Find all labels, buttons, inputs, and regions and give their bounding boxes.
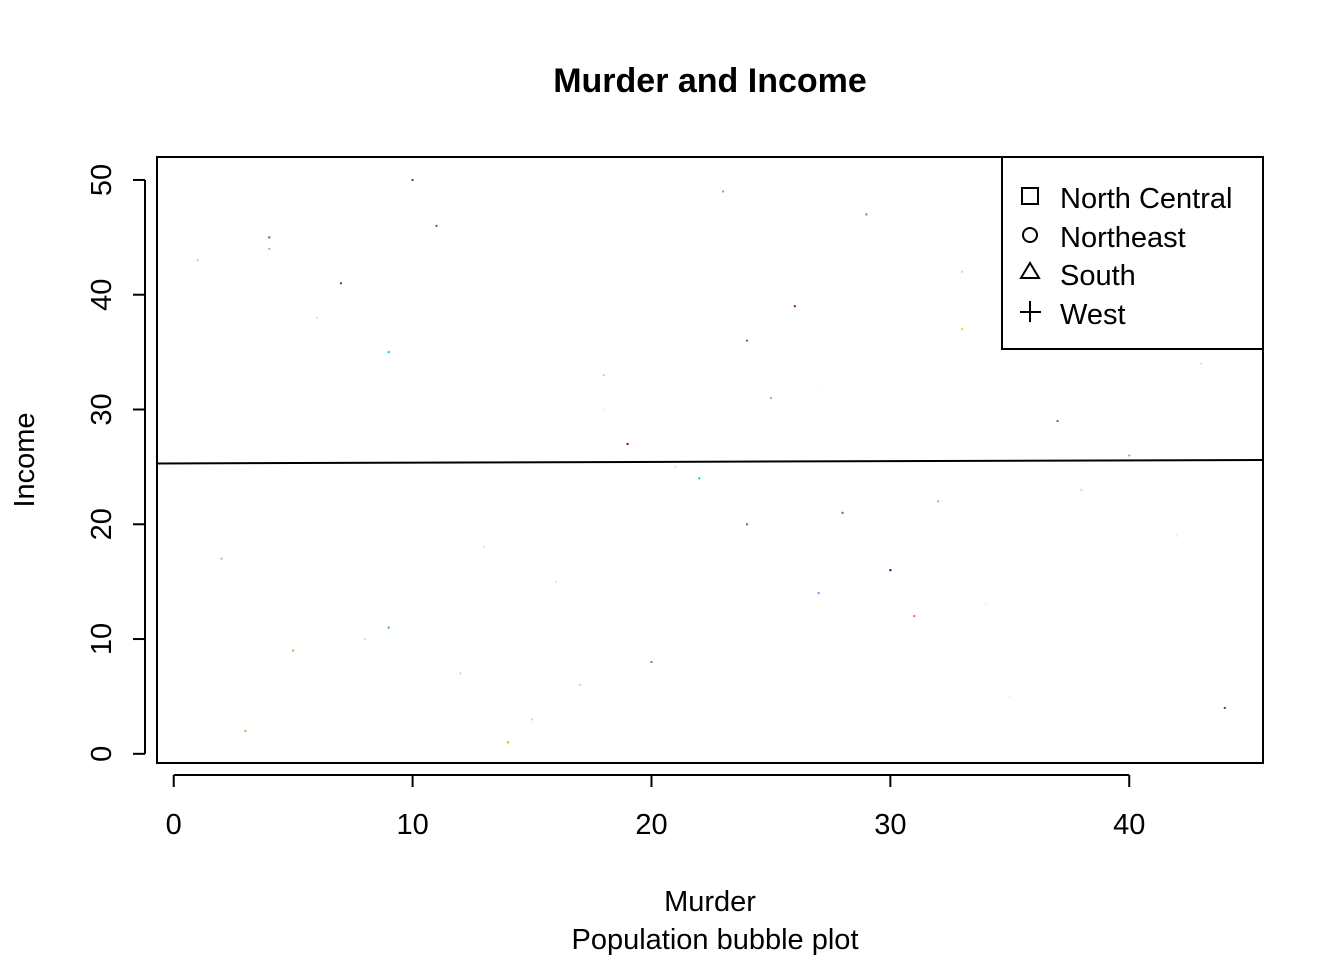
y-tick-label: 50: [86, 164, 118, 196]
y-tick-label: 10: [86, 623, 118, 655]
x-axis: 0 10 20 30 40: [166, 774, 1145, 841]
y-tick-label: 40: [86, 279, 118, 311]
data-point: [387, 626, 390, 629]
data-point: [1080, 488, 1083, 491]
legend-label-northeast: Northeast: [1060, 222, 1186, 254]
legend: North Central Northeast South West: [1001, 156, 1264, 350]
data-point: [363, 638, 366, 641]
legend-box: [1001, 156, 1264, 350]
chart-title: Murder and Income: [553, 62, 867, 100]
y-tick-label: 20: [86, 508, 118, 540]
data-point: [650, 661, 653, 663]
data-point: [1056, 419, 1059, 422]
data-point: [937, 500, 940, 503]
points-layer: [196, 178, 1226, 744]
data-point: [746, 523, 749, 526]
legend-label-south: South: [1060, 260, 1136, 292]
x-tick-label: 20: [635, 809, 667, 841]
data-point: [196, 259, 199, 262]
data-point: [889, 569, 892, 572]
data-point: [578, 683, 581, 686]
data-point: [865, 213, 868, 216]
data-point: [602, 374, 605, 377]
data-point: [1008, 695, 1011, 698]
data-point: [1104, 431, 1107, 434]
data-point: [507, 741, 510, 744]
data-point: [626, 442, 629, 445]
triangle-icon: [1019, 261, 1041, 279]
data-point: [746, 339, 749, 342]
y-axis-label: Income: [9, 412, 41, 507]
data-point: [984, 603, 987, 606]
data-point: [268, 247, 271, 250]
data-point: [316, 316, 319, 319]
y-tick-label: 0: [86, 746, 118, 762]
plus-icon: [1020, 301, 1041, 322]
data-point: [817, 592, 820, 595]
data-point: [722, 190, 725, 193]
data-point: [387, 351, 390, 354]
data-point: [793, 305, 796, 308]
data-point: [1223, 706, 1226, 709]
data-point: [531, 718, 534, 721]
data-point: [339, 282, 342, 285]
data-point: [913, 615, 916, 618]
x-tick-label: 40: [1113, 809, 1145, 841]
data-point: [961, 270, 964, 273]
data-point: [554, 580, 557, 583]
data-point: [435, 224, 438, 227]
data-point: [1199, 362, 1202, 365]
data-point: [841, 511, 844, 514]
x-tick-label: 30: [874, 809, 906, 841]
square-icon: [1021, 187, 1039, 205]
data-point: [483, 546, 486, 549]
data-point: [817, 385, 820, 388]
data-point: [244, 729, 247, 732]
data-point: [602, 408, 605, 411]
data-point: [961, 328, 964, 331]
regression-line: [156, 459, 1264, 465]
data-point: [220, 557, 223, 560]
x-tick-label: 0: [166, 809, 182, 841]
data-point: [268, 236, 271, 239]
data-point: [292, 649, 295, 652]
data-point: [1128, 454, 1131, 457]
y-axis: 0 10 20 30 40 50: [86, 164, 146, 762]
data-point: [769, 397, 772, 400]
data-point: [698, 477, 701, 480]
y-tick-label: 30: [86, 393, 118, 425]
chart-subtitle: Population bubble plot: [571, 924, 858, 956]
legend-label-west: West: [1060, 299, 1126, 331]
legend-label-north-central: North Central: [1060, 183, 1232, 215]
data-point: [1176, 534, 1179, 537]
x-axis-label: Murder: [664, 886, 756, 918]
data-point: [411, 178, 414, 181]
x-tick-label: 10: [396, 809, 428, 841]
data-point: [674, 465, 677, 468]
circle-icon: [1022, 227, 1038, 243]
data-point: [459, 672, 462, 675]
